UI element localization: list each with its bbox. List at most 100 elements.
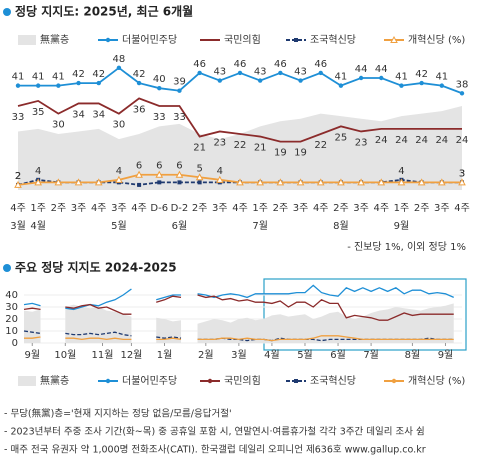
point xyxy=(105,378,111,384)
point xyxy=(137,182,142,187)
point xyxy=(217,78,223,83)
legend-label: 국민의힘 xyxy=(224,34,261,46)
chart-title: 주요 정당 지지도 2024-2025 xyxy=(15,260,177,275)
point xyxy=(357,178,365,186)
x-tick-label: 9월 xyxy=(24,349,40,361)
point xyxy=(318,70,323,76)
point xyxy=(76,80,81,86)
x-tick-label: 4주 xyxy=(131,203,147,214)
data-label: 33 xyxy=(153,112,166,123)
data-label: 41 xyxy=(395,72,408,83)
data-label: 3 xyxy=(459,168,465,179)
legend-label: 無黨층 xyxy=(40,33,69,46)
x-tick-label: 2주 xyxy=(51,203,67,214)
data-label: 43 xyxy=(254,67,267,78)
data-label: 40 xyxy=(153,74,166,85)
point xyxy=(236,178,244,186)
title-bullet xyxy=(3,264,11,272)
x-tick-label: 1주 xyxy=(394,203,410,214)
data-label: 6 xyxy=(156,161,162,172)
x-tick-label: 3주 xyxy=(212,203,228,214)
data-label: 41 xyxy=(335,72,348,83)
data-label: 42 xyxy=(92,69,105,80)
legend-swatch xyxy=(18,376,36,386)
point xyxy=(379,75,384,81)
data-label: 24 xyxy=(415,135,428,146)
data-label: 41 xyxy=(12,72,25,83)
point xyxy=(94,178,103,186)
line xyxy=(23,284,454,311)
note: - 2023년부터 주중 조사 기간(화~목) 중 공휴일 포함 시, 연말연시… xyxy=(4,426,425,438)
point xyxy=(74,178,83,186)
point xyxy=(197,70,202,76)
point xyxy=(135,170,143,178)
data-label: 46 xyxy=(314,59,327,70)
x-tick-label: 9월 xyxy=(438,349,454,361)
data-label: 41 xyxy=(32,72,45,83)
legend-label: 조국혁신당 xyxy=(310,34,356,46)
data-label: 33 xyxy=(173,112,186,123)
point xyxy=(458,178,466,186)
data-label: 43 xyxy=(213,67,226,78)
area xyxy=(18,106,462,190)
x-tick-label: 4주 xyxy=(10,203,26,214)
legend-swatch xyxy=(18,35,36,45)
data-label: 19 xyxy=(274,148,287,159)
point xyxy=(56,83,61,88)
point xyxy=(14,180,22,188)
month-label: 4월 xyxy=(30,220,46,232)
data-label: 4 xyxy=(35,166,41,177)
data-label: 44 xyxy=(355,64,368,75)
point xyxy=(116,65,122,71)
month-label: 8월 xyxy=(333,220,349,232)
y-tick-label: 20 xyxy=(5,314,18,325)
point xyxy=(417,178,426,186)
point xyxy=(177,88,182,93)
point xyxy=(115,175,123,183)
data-label: 23 xyxy=(355,137,368,148)
point xyxy=(294,379,298,383)
legend-label: 더불어민주당 xyxy=(122,375,177,387)
data-label: 24 xyxy=(435,135,448,146)
x-tick-label: 3주 xyxy=(434,203,450,214)
x-tick-label: 1주 xyxy=(30,203,46,214)
point xyxy=(157,180,162,185)
title-bullet xyxy=(3,8,11,16)
data-label: 6 xyxy=(176,161,182,172)
data-label: 46 xyxy=(274,59,287,70)
point xyxy=(35,83,41,88)
point xyxy=(377,178,386,186)
x-tick-label: 6월 xyxy=(330,349,346,361)
point xyxy=(15,83,21,88)
point xyxy=(338,83,344,88)
point xyxy=(136,80,142,86)
data-label: 21 xyxy=(193,143,206,154)
x-tick-label: 12월 xyxy=(120,349,142,361)
point xyxy=(34,178,43,186)
data-label: 34 xyxy=(72,109,85,120)
data-label: 23 xyxy=(213,137,226,148)
month-label: 7월 xyxy=(252,220,268,232)
point xyxy=(419,80,424,86)
point xyxy=(157,85,162,91)
x-tick-label: 4주 xyxy=(313,203,329,214)
data-label: 4 xyxy=(116,166,122,177)
month-label: 6월 xyxy=(172,220,188,232)
data-label: 5 xyxy=(196,163,202,174)
x-tick-label: 1주 xyxy=(252,203,268,214)
data-label: 24 xyxy=(456,135,469,146)
y-tick-label: 10 xyxy=(5,326,18,337)
point xyxy=(276,178,285,186)
legend-label: 조국혁신당 xyxy=(310,375,356,387)
month-label: 5월 xyxy=(111,220,127,232)
point xyxy=(459,91,465,96)
point xyxy=(391,378,397,384)
data-label: 22 xyxy=(314,140,327,151)
data-label: 24 xyxy=(375,135,388,146)
data-label: 35 xyxy=(32,107,45,118)
line xyxy=(24,335,454,342)
point xyxy=(296,178,305,186)
x-tick-label: D-2 xyxy=(171,203,189,214)
area xyxy=(24,303,454,343)
x-tick-label: 8월 xyxy=(405,349,421,361)
